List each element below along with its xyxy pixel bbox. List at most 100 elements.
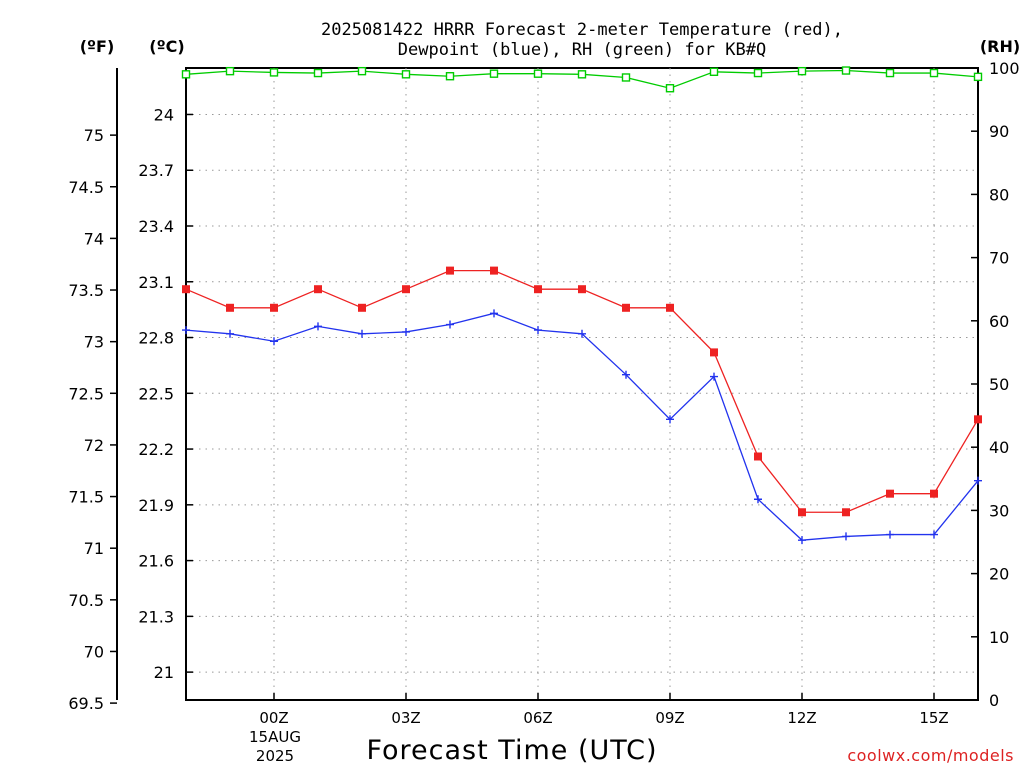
celsius-tick-label: 22.5 xyxy=(138,384,174,403)
rh-point xyxy=(313,68,323,78)
fahrenheit-tick-label: 72.5 xyxy=(68,384,104,403)
fahrenheit-tick-label: 74 xyxy=(84,229,104,248)
rh-tick-label: 100 xyxy=(989,59,1020,78)
fahrenheit-tick-label: 72 xyxy=(84,436,104,455)
dewpoint-point xyxy=(446,320,454,329)
rh-point xyxy=(885,68,895,78)
dewpoint-point xyxy=(270,337,278,346)
fahrenheit-tick-label: 75 xyxy=(84,126,104,145)
fahrenheit-tick-label: 74.5 xyxy=(68,178,104,197)
rh-point xyxy=(225,66,235,76)
dewpoint-point xyxy=(226,329,234,338)
rh-point xyxy=(929,68,939,78)
dewpoint-point xyxy=(754,495,762,504)
celsius-axis-label: (ºC) xyxy=(149,37,184,56)
temperature-point xyxy=(798,508,806,517)
temperature-point xyxy=(446,266,454,275)
x-tick-label: 00Z xyxy=(259,709,288,727)
rh-axis-label: (RH) xyxy=(980,37,1020,56)
celsius-tick-label: 23.7 xyxy=(138,161,174,180)
rh-tick-label: 40 xyxy=(989,438,1009,457)
celsius-tick-label: 23.1 xyxy=(138,273,174,292)
fahrenheit-axis: 69.5 70 70.5 71 71.5 72 72.5 73 73.5 74 74.5 75 xyxy=(68,126,117,713)
x-date-day: 15AUG xyxy=(249,728,301,746)
rh-tick-label: 80 xyxy=(989,185,1009,204)
celsius-tick-label: 22.2 xyxy=(138,440,174,459)
celsius-axis: 21 21.3 21.6 21.9 22.2 22.5 22.8 23.1 23.4 23.7 24 xyxy=(138,105,193,682)
plot-area xyxy=(185,67,979,701)
chart-title-line2: Dewpoint (blue), RH (green) for KB#Q xyxy=(398,40,766,60)
temperature-point xyxy=(314,285,322,294)
temperature-point xyxy=(578,285,586,294)
x-date-year: 2025 xyxy=(256,747,294,765)
temperature-point xyxy=(754,452,762,461)
dewpoint-point xyxy=(402,327,410,336)
x-tick-label: 12Z xyxy=(787,709,816,727)
rh-point xyxy=(357,66,367,76)
temperature-point xyxy=(842,508,850,517)
rh-tick-label: 90 xyxy=(989,122,1009,141)
temperature-line xyxy=(185,269,979,513)
temperature-point xyxy=(182,285,190,294)
temperature-point xyxy=(974,415,982,424)
dewpoint-point xyxy=(842,532,850,541)
rh-tick-label: 30 xyxy=(989,501,1009,520)
credit-text: coolwx.com/models xyxy=(847,746,1014,765)
dewpoint-point xyxy=(666,415,674,424)
grid-lines xyxy=(186,68,978,700)
rh-tick-label: 50 xyxy=(989,375,1009,394)
rh-point xyxy=(753,68,763,78)
x-tick-label: 06Z xyxy=(523,709,552,727)
series-layer xyxy=(181,66,983,545)
rh-point xyxy=(269,68,279,77)
rh-tick-label: 10 xyxy=(989,628,1009,647)
fahrenheit-tick-label: 71.5 xyxy=(68,488,104,507)
chart-title-line1: 2025081422 HRRR Forecast 2-meter Tempera… xyxy=(321,20,843,40)
fahrenheit-axis-label: (ºF) xyxy=(80,37,115,56)
temperature-point xyxy=(402,285,410,294)
x-tick-label: 15Z xyxy=(919,709,948,727)
rh-tick-label: 20 xyxy=(989,565,1009,584)
fahrenheit-tick-label: 70.5 xyxy=(68,591,104,610)
dewpoint-point xyxy=(930,530,938,539)
dewpoint-point xyxy=(974,476,982,485)
dewpoint-point xyxy=(358,329,366,338)
rh-axis: 0 10 20 30 40 50 60 70 80 90 100 xyxy=(971,59,1020,710)
temperature-point xyxy=(358,303,366,312)
temperature-point xyxy=(666,303,674,312)
celsius-tick-label: 21.6 xyxy=(138,552,174,571)
temperature-point xyxy=(930,489,938,498)
fahrenheit-tick-label: 73 xyxy=(84,333,104,352)
celsius-tick-label: 21.3 xyxy=(138,607,174,626)
rh-point xyxy=(709,67,719,76)
dewpoint-point xyxy=(710,372,718,381)
celsius-tick-label: 24 xyxy=(154,105,174,124)
dewpoint-point xyxy=(798,536,806,545)
temperature-point xyxy=(226,303,234,312)
temperature-point xyxy=(710,348,718,357)
rh-point xyxy=(621,73,631,82)
dewpoint-point xyxy=(490,309,498,318)
celsius-tick-label: 21.9 xyxy=(138,496,174,515)
rh-point xyxy=(445,72,455,81)
fahrenheit-tick-label: 73.5 xyxy=(68,281,104,300)
rh-point xyxy=(841,66,851,75)
celsius-tick-label: 23.4 xyxy=(138,217,174,236)
temperature-point xyxy=(886,489,894,498)
rh-point xyxy=(181,70,191,79)
celsius-tick-label: 22.8 xyxy=(138,329,174,348)
fahrenheit-tick-label: 70 xyxy=(84,642,104,661)
rh-point xyxy=(489,69,499,78)
rh-point xyxy=(401,70,411,79)
rh-tick-label: 70 xyxy=(989,249,1009,268)
dewpoint-point xyxy=(622,370,630,379)
x-axis-title: Forecast Time (UTC) xyxy=(366,735,657,766)
rh-point xyxy=(973,72,983,82)
fahrenheit-tick-label: 69.5 xyxy=(68,694,104,713)
rh-tick-label: 0 xyxy=(989,691,999,710)
rh-point xyxy=(577,70,587,79)
x-tick-label: 09Z xyxy=(655,709,684,727)
rh-point xyxy=(665,84,675,93)
fahrenheit-tick-label: 71 xyxy=(84,539,104,558)
